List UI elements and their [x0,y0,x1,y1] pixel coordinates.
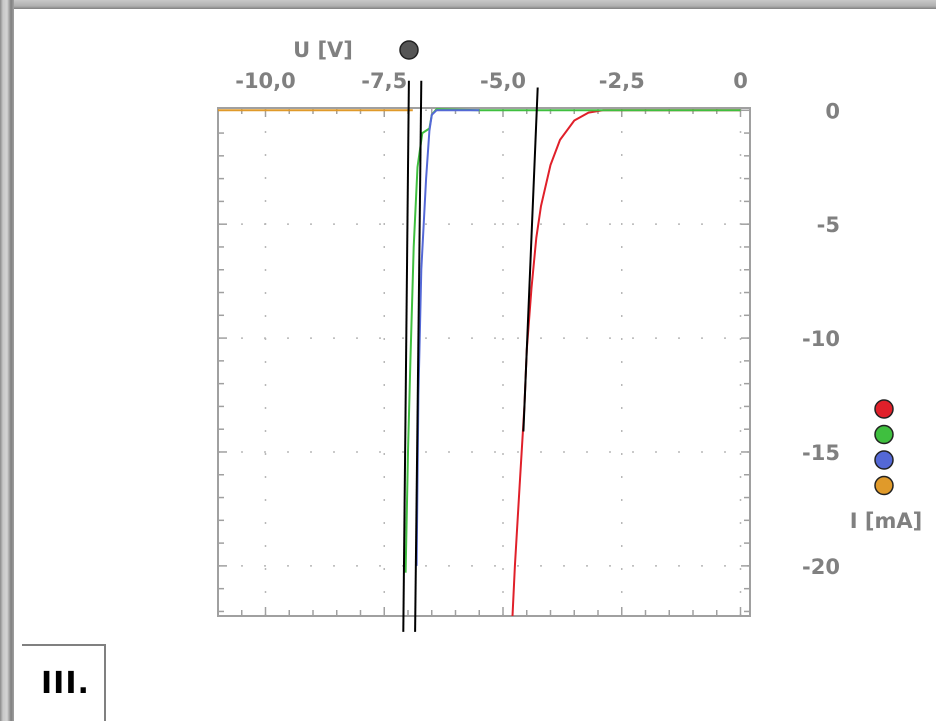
fit-line-1 [402,80,410,632]
x-axis-tick-labels: -10,0 -7,5 -5,0 -2,5 0 [235,69,748,93]
x-tick-label: -2,5 [599,69,645,93]
x-tick-label: -5,0 [480,69,526,93]
window-left-border [0,0,14,721]
window-top-border [0,0,936,9]
panel-label: III. [41,666,90,701]
voltage-marker-dot[interactable] [399,40,419,60]
legend-dot-4[interactable] [874,475,894,496]
minor-ticks [218,108,750,616]
y-tick-label: -5 [817,213,840,237]
fit-lines [402,80,539,632]
x-axis-title: U [V] [293,38,353,62]
y-axis-title: I [mA] [850,509,922,533]
y-axis-tick-labels: 0 -5 -10 -15 -20 [802,99,840,579]
y-tick-label: -10 [802,327,840,351]
legend-dot-2[interactable] [874,424,894,445]
x-tick-label: -7,5 [361,69,407,93]
series-line-2 [404,108,741,573]
y-tick-label: -20 [802,555,840,579]
series-line-1 [511,109,741,617]
plot-frame [14,9,936,721]
plot-area [217,107,751,617]
fit-line-2 [414,80,423,632]
fit-line-3 [522,87,539,432]
y-tick-label: 0 [825,99,840,123]
legend [874,399,894,496]
grid [218,108,750,616]
legend-dot-1[interactable] [874,399,894,419]
x-tick-label: -10,0 [235,69,296,93]
legend-dot-3[interactable] [874,450,894,470]
panel-label-box: III. [22,644,106,721]
y-tick-label: -15 [802,441,840,465]
series-group [218,108,741,617]
x-tick-label: 0 [733,69,748,93]
